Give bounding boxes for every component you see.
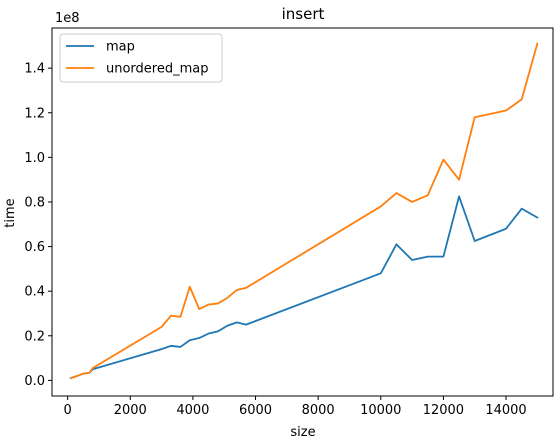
legend-box xyxy=(59,33,223,83)
y-tick-label: 1.2 xyxy=(24,106,45,121)
x-tick-label: 0 xyxy=(64,403,72,418)
y-tick-label: 0.6 xyxy=(24,240,45,255)
legend-label-map: map xyxy=(106,40,135,55)
y-axis-offset-label: 1e8 xyxy=(55,11,80,26)
y-axis-label: time xyxy=(3,198,18,227)
y-tick-label: 1.0 xyxy=(24,151,45,166)
y-tick-label: 0.4 xyxy=(24,285,45,300)
y-tick-label: 0.2 xyxy=(24,329,45,344)
y-tick-label: 1.4 xyxy=(24,62,45,77)
x-tick-label: 2000 xyxy=(114,403,147,418)
x-tick-label: 6000 xyxy=(239,403,272,418)
axes-frame xyxy=(51,27,554,397)
y-tick-label: 0.0 xyxy=(24,374,45,389)
x-axis-label: size xyxy=(290,425,315,440)
series-line-unordered-map xyxy=(69,42,539,380)
chart-title: insert xyxy=(282,5,325,23)
x-tick-label: 12000 xyxy=(423,403,464,418)
legend: map unordered_map xyxy=(59,33,223,83)
x-tick-label: 4000 xyxy=(176,403,209,418)
x-tick-label: 8000 xyxy=(302,403,335,418)
x-tick-label: 10000 xyxy=(360,403,401,418)
plot-area: 0 2000 4000 6000 8000 10000 12000 14000 0.0 0.2 0.… xyxy=(24,27,554,418)
y-tick-label: 0.8 xyxy=(24,195,45,210)
legend-label-unordered-map: unordered_map xyxy=(106,62,209,77)
x-tick-label: 14000 xyxy=(485,403,526,418)
